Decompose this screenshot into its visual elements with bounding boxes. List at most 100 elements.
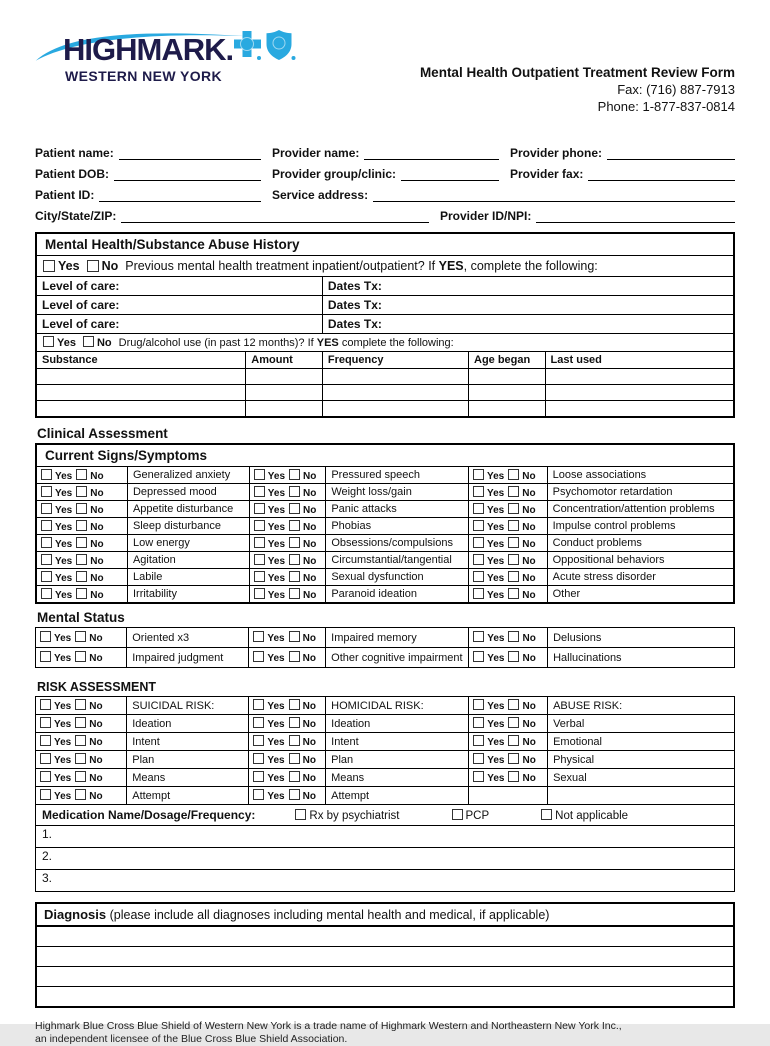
no-checkbox[interactable] [288, 717, 300, 728]
no-checkbox[interactable] [82, 336, 94, 347]
yes-checkbox[interactable] [473, 753, 485, 764]
diagnosis-row[interactable] [37, 946, 733, 966]
no-checkbox[interactable] [75, 789, 87, 800]
yes-checkbox[interactable] [253, 502, 265, 514]
yes-checkbox[interactable] [43, 259, 55, 272]
yes-checkbox[interactable] [472, 485, 484, 497]
frequency-cell[interactable] [321, 368, 470, 385]
no-checkbox[interactable] [508, 485, 520, 497]
yes-checkbox[interactable] [253, 536, 265, 548]
not-applicable-checkbox[interactable] [541, 808, 553, 820]
pcp-checkbox[interactable] [451, 808, 463, 820]
no-checkbox[interactable] [289, 587, 301, 599]
patient-id-field[interactable] [99, 188, 261, 202]
last-used-cell[interactable] [544, 384, 733, 401]
diagnosis-row[interactable] [37, 986, 733, 1006]
service-address-field[interactable] [373, 188, 735, 202]
yes-checkbox[interactable] [253, 553, 265, 565]
yes-checkbox[interactable] [40, 699, 51, 710]
provider-group-field[interactable] [401, 167, 499, 181]
no-checkbox[interactable] [508, 536, 520, 548]
yes-checkbox[interactable] [472, 468, 484, 480]
yes-checkbox[interactable] [472, 553, 484, 565]
amount-cell[interactable] [245, 384, 323, 401]
no-checkbox[interactable] [288, 651, 300, 662]
no-checkbox[interactable] [288, 631, 300, 642]
no-checkbox[interactable] [76, 468, 88, 480]
yes-checkbox[interactable] [253, 631, 265, 642]
yes-checkbox[interactable] [41, 502, 52, 514]
patient-dob-field[interactable] [114, 167, 261, 181]
no-checkbox[interactable] [508, 651, 520, 662]
medication-row-3[interactable]: 3. [36, 869, 734, 891]
provider-phone-field[interactable] [607, 146, 735, 160]
yes-checkbox[interactable] [253, 789, 265, 800]
no-checkbox[interactable] [75, 735, 87, 746]
yes-checkbox[interactable] [253, 468, 265, 480]
no-checkbox[interactable] [508, 519, 520, 531]
yes-checkbox[interactable] [40, 735, 51, 746]
yes-checkbox[interactable] [253, 651, 265, 662]
provider-fax-field[interactable] [588, 167, 735, 181]
no-checkbox[interactable] [288, 771, 300, 782]
level-of-care-field[interactable]: Level of care: [37, 276, 323, 296]
dates-tx-field[interactable]: Dates Tx: [321, 295, 733, 315]
no-checkbox[interactable] [508, 717, 520, 728]
yes-checkbox[interactable] [472, 519, 484, 531]
yes-checkbox[interactable] [41, 536, 52, 548]
substance-cell[interactable] [37, 400, 247, 416]
no-checkbox[interactable] [76, 587, 88, 599]
no-checkbox[interactable] [75, 699, 87, 710]
no-checkbox[interactable] [289, 570, 301, 582]
no-checkbox[interactable] [76, 570, 88, 582]
yes-checkbox[interactable] [253, 717, 265, 728]
city-state-zip-field[interactable] [121, 209, 429, 223]
substance-cell[interactable] [37, 368, 247, 385]
yes-checkbox[interactable] [473, 651, 485, 662]
yes-checkbox[interactable] [253, 771, 265, 782]
no-checkbox[interactable] [75, 631, 87, 642]
yes-checkbox[interactable] [40, 651, 51, 662]
no-checkbox[interactable] [508, 699, 520, 710]
age-began-cell[interactable] [468, 384, 546, 401]
no-checkbox[interactable] [76, 485, 88, 497]
no-checkbox[interactable] [289, 502, 301, 514]
medication-row-1[interactable]: 1. [36, 825, 734, 847]
no-checkbox[interactable] [75, 717, 87, 728]
no-checkbox[interactable] [508, 570, 520, 582]
age-began-cell[interactable] [468, 400, 546, 416]
yes-checkbox[interactable] [41, 553, 52, 565]
yes-checkbox[interactable] [473, 771, 485, 782]
no-checkbox[interactable] [288, 699, 300, 710]
yes-checkbox[interactable] [253, 519, 265, 531]
no-checkbox[interactable] [508, 753, 520, 764]
yes-checkbox[interactable] [253, 570, 265, 582]
dates-tx-field[interactable]: Dates Tx: [321, 314, 733, 333]
yes-checkbox[interactable] [253, 485, 265, 497]
no-checkbox[interactable] [76, 553, 88, 565]
yes-checkbox[interactable] [472, 587, 484, 599]
yes-checkbox[interactable] [472, 502, 484, 514]
no-checkbox[interactable] [76, 502, 88, 514]
frequency-cell[interactable] [321, 384, 470, 401]
no-checkbox[interactable] [508, 735, 520, 746]
yes-checkbox[interactable] [41, 570, 52, 582]
no-checkbox[interactable] [508, 587, 520, 599]
no-checkbox[interactable] [508, 631, 520, 642]
patient-name-field[interactable] [118, 146, 261, 160]
yes-checkbox[interactable] [40, 753, 51, 764]
no-checkbox[interactable] [289, 519, 301, 531]
no-checkbox[interactable] [75, 753, 87, 764]
last-used-cell[interactable] [544, 400, 733, 416]
last-used-cell[interactable] [544, 368, 733, 385]
medication-row-2[interactable]: 2. [36, 847, 734, 869]
no-checkbox[interactable] [75, 651, 87, 662]
level-of-care-field[interactable]: Level of care: [37, 295, 323, 315]
age-began-cell[interactable] [468, 368, 546, 385]
yes-checkbox[interactable] [253, 735, 265, 746]
no-checkbox[interactable] [76, 519, 88, 531]
no-checkbox[interactable] [76, 536, 88, 548]
no-checkbox[interactable] [75, 771, 87, 782]
provider-name-field[interactable] [364, 146, 499, 160]
frequency-cell[interactable] [321, 400, 470, 416]
